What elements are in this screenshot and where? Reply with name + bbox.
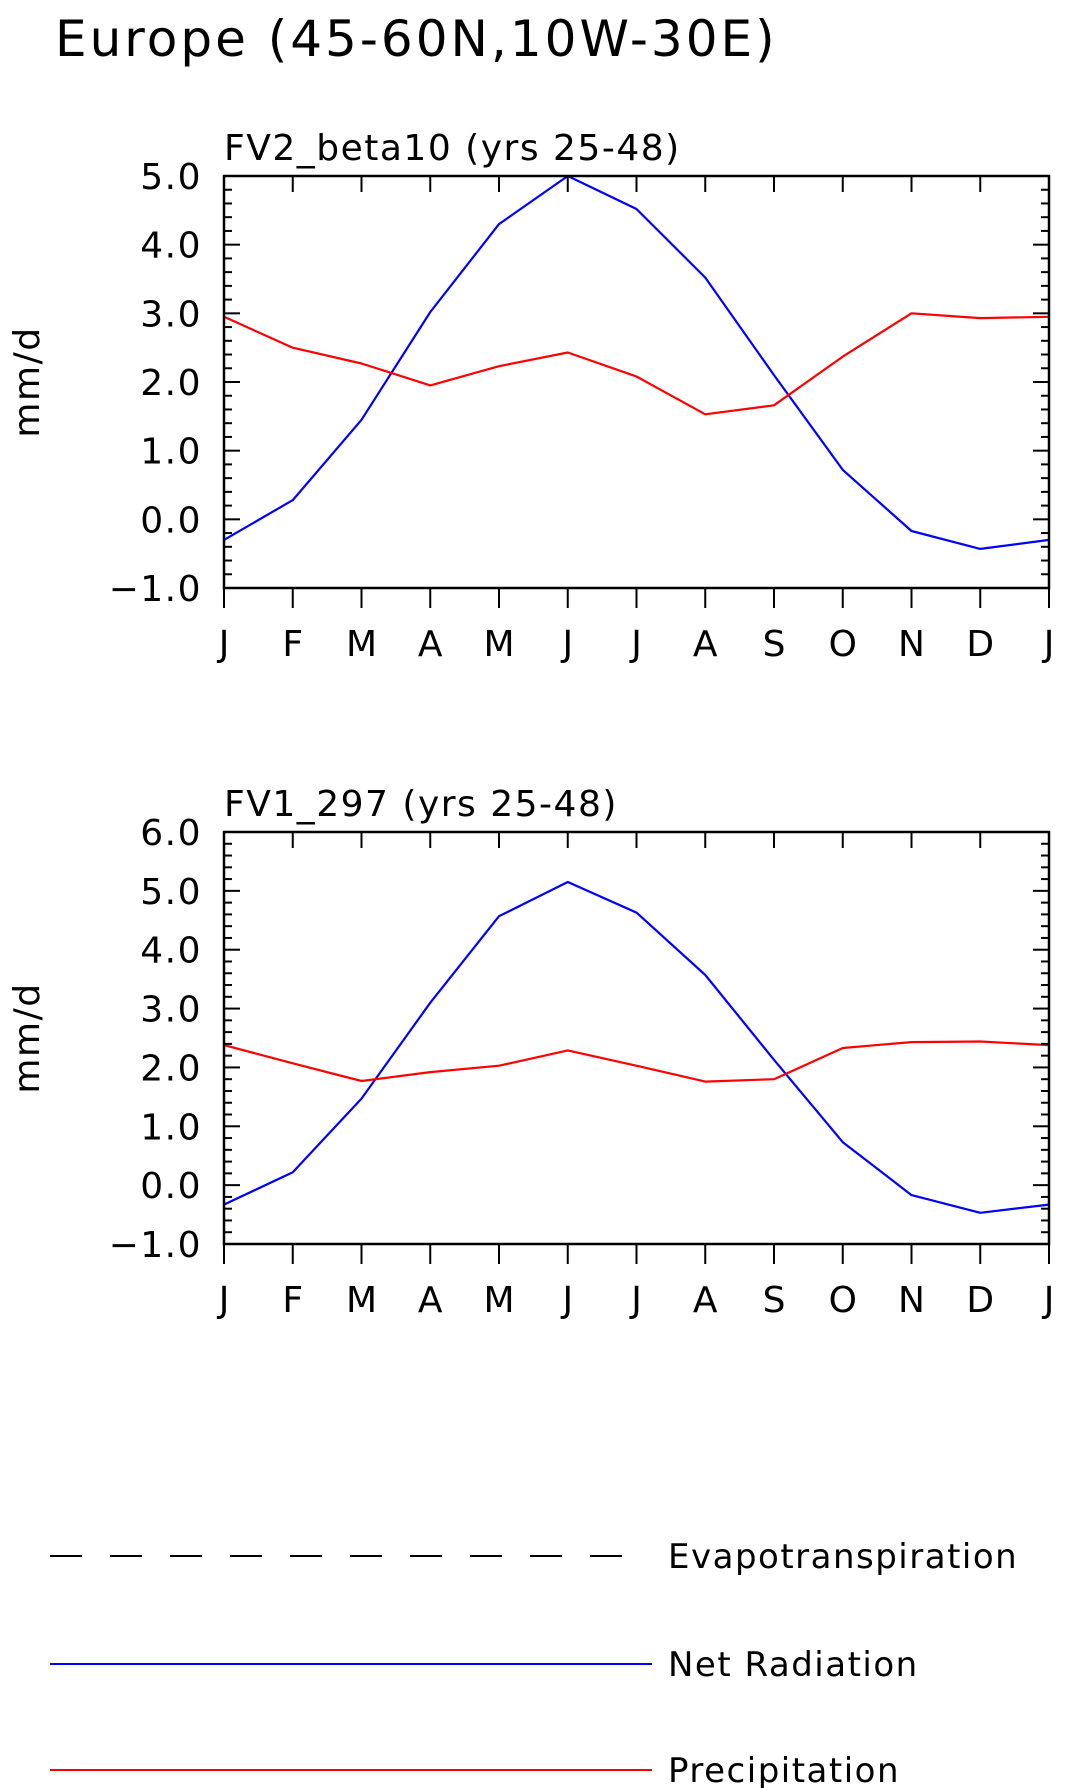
x-tick-label: S [763,1280,786,1321]
series-line-net-radiation [223,880,1050,1214]
y-tick-label: 3.0 [140,990,202,1031]
x-tick-label: J [217,624,230,665]
x-tick-label: J [217,1280,230,1321]
x-tick-label: D [966,1280,994,1321]
x-tick-label: F [282,624,303,665]
series-line-precipitation [223,312,1050,416]
legend-label-precipitation: Precipitation [668,1751,900,1788]
x-tick-label: A [693,1280,718,1321]
plot-frame [222,174,1051,590]
panel-title: FV2_beta10 (yrs 25-48) [224,128,681,169]
legend-label-evapotranspiration: Evapotranspiration [668,1537,1018,1577]
y-tick-label: −1.0 [109,1225,202,1266]
x-tick-label: J [629,624,642,665]
series-line-net-radiation [223,174,1050,551]
y-axis-label: mm/d [7,326,48,437]
y-tick-label: 0.0 [140,500,202,541]
x-tick-label: J [560,624,573,665]
y-tick-label: 6.0 [140,813,202,854]
x-tick-label: N [898,1280,925,1321]
panel-title: FV1_297 (yrs 25-48) [224,784,618,825]
legend-item-precipitation: Precipitation [50,1751,900,1788]
x-tick-label: D [966,624,994,665]
x-tick-label: M [346,624,377,665]
x-tick-label: M [346,1280,377,1321]
panel-fv1-297: FV1_297 (yrs 25-48) mm/d −1.0 0.0 1.0 2.0 3.0 4… [7,784,1054,1321]
x-tick-label: J [560,1280,573,1321]
x-tick-label: O [829,1280,857,1321]
y-tick-label: 0.0 [140,1166,202,1207]
y-tick-label: 2.0 [140,363,202,404]
y-tick-label: 4.0 [140,931,202,972]
y-tick-label: 4.0 [140,226,202,267]
x-tick-label: A [418,624,443,665]
y-axis-label: mm/d [7,982,48,1093]
x-tick-label: J [1042,624,1055,665]
plot-frame [222,830,1051,1246]
x-tick-label: F [282,1280,303,1321]
x-tick-label: A [693,624,718,665]
legend: Evapotranspiration Net Radiation Precipi… [50,1537,1018,1788]
x-tick-label: J [1042,1280,1055,1321]
y-tick-label: 1.0 [140,1107,202,1148]
figure-title: Europe (45-60N,10W-30E) [55,10,778,68]
legend-item-net-radiation: Net Radiation [50,1645,919,1685]
y-tick-label: −1.0 [109,569,202,610]
y-tick-label: 5.0 [140,872,202,913]
series-line-precipitation [223,1040,1050,1083]
y-tick-label: 3.0 [140,294,202,335]
x-tick-label: A [418,1280,443,1321]
x-tick-label: M [483,1280,514,1321]
x-tick-label: M [483,624,514,665]
y-tick-label: 2.0 [140,1048,202,1089]
x-tick-label: O [829,624,857,665]
y-tick-label: 1.0 [140,432,202,473]
legend-label-net-radiation: Net Radiation [668,1645,919,1685]
panel-fv2-beta10: FV2_beta10 (yrs 25-48) mm/d −1.0 0.0 1.0 2.0 3… [7,128,1054,665]
x-tick-label: S [763,624,786,665]
x-tick-label: N [898,624,925,665]
legend-item-evapotranspiration: Evapotranspiration [50,1537,1018,1577]
x-tick-label: J [629,1280,642,1321]
y-tick-label: 5.0 [140,157,202,198]
